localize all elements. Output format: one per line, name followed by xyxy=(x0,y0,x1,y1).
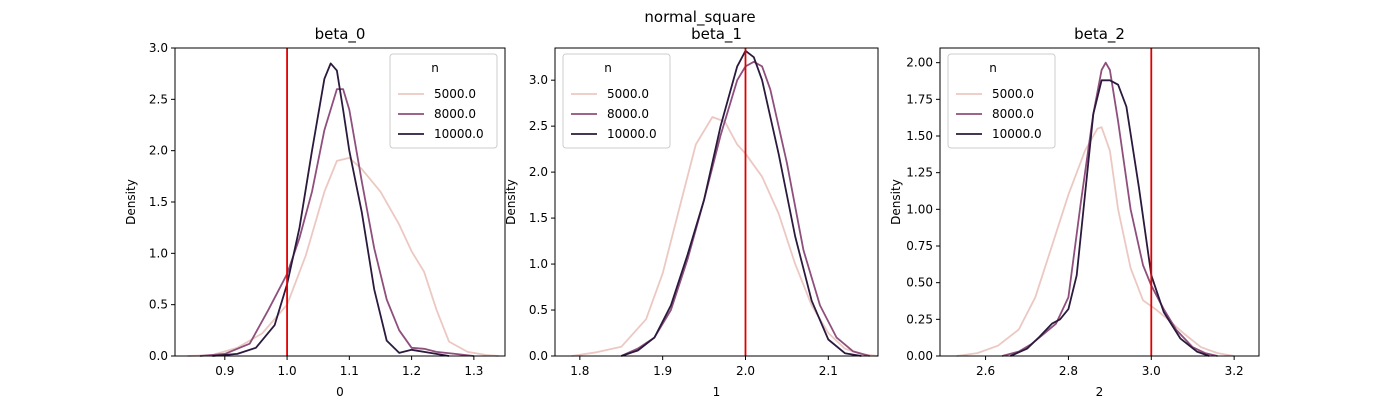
y-tick-label: 0.50 xyxy=(906,276,933,290)
legend-label-2: 10000.0 xyxy=(434,127,484,141)
chart-panel-1: 1.8 1.9 2.0 2.1 0.0 0.5 1.0 1.5 2.0 2.5 3.0 beta_1 1… xyxy=(504,25,879,399)
x-tick-label: 2.6 xyxy=(976,364,995,378)
y-tick-label: 0.5 xyxy=(149,298,168,312)
legend: n 5000.0 8000.0 10000.0 xyxy=(389,53,498,149)
y-axis-label: Density xyxy=(504,179,518,225)
y-axis-label: Density xyxy=(124,179,138,225)
series-line-1 xyxy=(620,60,870,357)
x-tick-label: 1.9 xyxy=(653,364,672,378)
y-tick-label: 3.0 xyxy=(149,41,168,55)
y-tick-label: 1.50 xyxy=(906,129,933,143)
y-tick-label: 1.25 xyxy=(906,166,933,180)
y-tick-label: 1.75 xyxy=(906,92,933,106)
y-tick-label: 0.00 xyxy=(906,349,933,363)
legend-label-1: 8000.0 xyxy=(607,107,649,121)
y-tick-label: 0.0 xyxy=(149,349,168,363)
chart-title: beta_1 xyxy=(691,25,742,44)
x-tick-label: 3.0 xyxy=(1142,364,1161,378)
series-line-0 xyxy=(571,116,879,357)
legend-box xyxy=(389,53,498,149)
chart-title: beta_0 xyxy=(315,25,366,44)
legend-box xyxy=(947,53,1056,149)
series-line-1 xyxy=(1001,61,1218,357)
legend-title: n xyxy=(604,61,612,75)
y-tick-label: 0.0 xyxy=(529,349,548,363)
x-tick-label: 0.9 xyxy=(215,364,234,378)
x-tick-label: 2.1 xyxy=(819,364,838,378)
legend-label-2: 10000.0 xyxy=(992,127,1042,141)
y-tick-label: 2.0 xyxy=(149,144,168,158)
x-tick-label: 2.0 xyxy=(736,364,755,378)
y-tick-label: 1.00 xyxy=(906,202,933,216)
y-tick-label: 2.5 xyxy=(149,92,168,106)
y-tick-label: 3.0 xyxy=(529,73,548,87)
y-tick-label: 0.5 xyxy=(529,303,548,317)
series-line-1 xyxy=(199,88,475,357)
legend-label-2: 10000.0 xyxy=(607,127,657,141)
series-line-0 xyxy=(187,156,499,357)
x-tick-label: 1.8 xyxy=(570,364,589,378)
y-tick-label: 1.5 xyxy=(149,195,168,209)
chart-panel-2: 2.6 2.8 3.0 3.2 0.00 0.25 0.50 0.75 1.00 1.25 1.50… xyxy=(889,25,1260,399)
series-line-2 xyxy=(1010,79,1210,357)
y-axis-label: Density xyxy=(889,179,903,225)
axes-frame xyxy=(554,47,879,357)
legend-title: n xyxy=(989,61,997,75)
y-tick-label: 0.25 xyxy=(906,312,933,326)
figure-title: normal_square xyxy=(644,8,755,27)
y-tick-label: 2.0 xyxy=(529,165,548,179)
series-line-2 xyxy=(212,62,450,357)
legend: n 5000.0 8000.0 10000.0 xyxy=(562,53,671,149)
x-tick-label: 1.3 xyxy=(464,364,483,378)
chart-panel-0: 0.9 1.0 1.1 1.2 1.3 0.0 0.5 1.0 1.5 2.0 2.5 3.0 beta… xyxy=(124,25,506,399)
axes-frame xyxy=(939,47,1260,357)
x-tick-label: 1.0 xyxy=(278,364,297,378)
y-tick-label: 0.75 xyxy=(906,239,933,253)
x-tick-label: 2.8 xyxy=(1059,364,1078,378)
legend: n 5000.0 8000.0 10000.0 xyxy=(947,53,1056,149)
x-axis-label: 2 xyxy=(1096,385,1104,399)
x-tick-label: 1.2 xyxy=(402,364,421,378)
legend-label-0: 5000.0 xyxy=(992,87,1034,101)
legend-label-0: 5000.0 xyxy=(607,87,649,101)
x-tick-label: 1.1 xyxy=(340,364,359,378)
y-tick-label: 1.0 xyxy=(149,246,168,260)
legend-title: n xyxy=(431,61,439,75)
legend-box xyxy=(562,53,671,149)
legend-label-1: 8000.0 xyxy=(992,107,1034,121)
y-tick-label: 2.00 xyxy=(906,56,933,70)
chart-title: beta_2 xyxy=(1074,25,1125,44)
y-tick-label: 1.5 xyxy=(529,211,548,225)
y-tick-label: 2.5 xyxy=(529,119,548,133)
legend-label-0: 5000.0 xyxy=(434,87,476,101)
x-axis-label: 0 xyxy=(336,385,344,399)
x-tick-label: 3.2 xyxy=(1225,364,1244,378)
y-tick-label: 1.0 xyxy=(529,257,548,271)
series-line-0 xyxy=(956,126,1235,357)
legend-label-1: 8000.0 xyxy=(434,107,476,121)
x-axis-label: 1 xyxy=(713,385,721,399)
